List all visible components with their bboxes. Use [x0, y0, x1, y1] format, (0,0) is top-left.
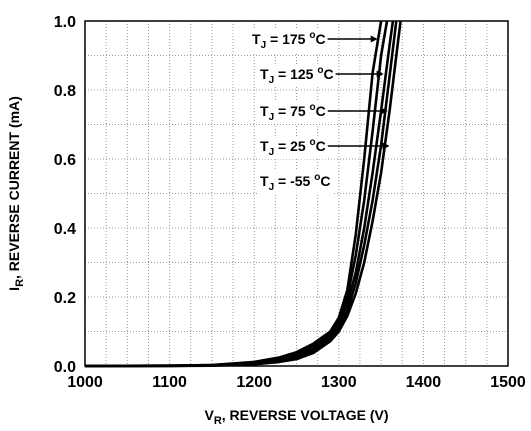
legend-label: TJ = -55 oC — [260, 172, 330, 193]
legend-label-part: C — [320, 173, 330, 189]
legend-label-part: T — [260, 66, 269, 82]
y-tick-label: 0.0 — [54, 359, 76, 376]
legend-label-part: C — [315, 31, 325, 47]
legend-label-part: J — [269, 182, 275, 193]
legend-label-part: C — [316, 138, 326, 154]
legend-arrow-head — [380, 107, 388, 115]
legend-label-part: o — [309, 30, 315, 41]
x-tick-label: 1100 — [152, 374, 187, 391]
legend-label-part: J — [261, 40, 267, 51]
legend-label-part: C — [316, 103, 326, 119]
legend-label-part: T — [252, 31, 261, 47]
legend-label: TJ = 25 oC — [260, 137, 326, 158]
series-line-5 — [85, 20, 402, 368]
legend-label-part: T — [260, 173, 269, 189]
legend-label: TJ = 75 oC — [260, 102, 326, 123]
legend-label-part: = 175 — [266, 31, 309, 47]
legend-label-part: = 25 — [274, 138, 309, 154]
legend-arrow-head — [370, 35, 378, 43]
y-tick-label: 0.2 — [54, 290, 76, 307]
legend-label-backdrop — [258, 101, 328, 124]
x-axis-label-sub: R — [214, 415, 222, 427]
legend-label-part: T — [260, 103, 269, 119]
legend-label-part: o — [310, 137, 316, 148]
x-axis-label: VR, REVERSE VOLTAGE (V) — [204, 407, 388, 427]
legend-label-backdrop — [258, 171, 333, 194]
legend-arrow-head — [376, 70, 384, 78]
plot-frame — [84, 20, 509, 367]
legend-label-part: = -55 — [274, 173, 314, 189]
x-tick-labels: 1000 1100 1200 1300 1400 1500 — [67, 374, 526, 391]
y-tick-label: 1.0 — [54, 14, 76, 31]
legend-label-part: o — [317, 65, 323, 76]
x-tick-label: 1200 — [236, 374, 272, 391]
legend-label-part: = 75 — [274, 103, 309, 119]
legend-label: TJ = 175 oC — [252, 30, 326, 51]
x-axis-label-main: V — [204, 407, 214, 423]
x-tick-label: 1400 — [406, 374, 442, 391]
x-tick-label: 1500 — [490, 374, 526, 391]
y-tick-label: 0.4 — [54, 221, 76, 238]
legend-label-backdrop — [250, 29, 328, 52]
y-axis-label-main: I — [6, 287, 22, 291]
series-curves — [84, 20, 402, 368]
legend-label-part: o — [310, 102, 316, 113]
x-tick-label: 1300 — [321, 374, 357, 391]
y-tick-labels: 0.0 0.2 0.4 0.6 0.8 1.0 — [54, 14, 76, 376]
y-axis-label-rest: , REVERSE CURRENT (mA) — [6, 96, 22, 279]
legend-label-part: J — [269, 75, 275, 86]
y-tick-label: 0.6 — [54, 152, 76, 169]
legend-label-backdrop — [258, 64, 336, 87]
legend-label-backdrop — [258, 136, 328, 159]
y-axis-label-sub: R — [14, 279, 26, 287]
x-axis-label-rest: , REVERSE VOLTAGE (V) — [222, 407, 389, 423]
legend-label-part: o — [314, 172, 320, 183]
legend-label-part: C — [323, 66, 333, 82]
y-axis-label: IR, REVERSE CURRENT (mA) — [6, 96, 26, 291]
legend-label-part: T — [260, 138, 269, 154]
x-tick-label: 1000 — [67, 374, 103, 391]
y-tick-label: 0.8 — [54, 83, 76, 100]
legend-label-part: J — [269, 112, 275, 123]
legend-label-part: = 125 — [274, 66, 317, 82]
legend-arrow-head — [382, 142, 390, 150]
legend-label: TJ = 125 oC — [260, 65, 334, 86]
legend-label-part: J — [269, 147, 275, 158]
